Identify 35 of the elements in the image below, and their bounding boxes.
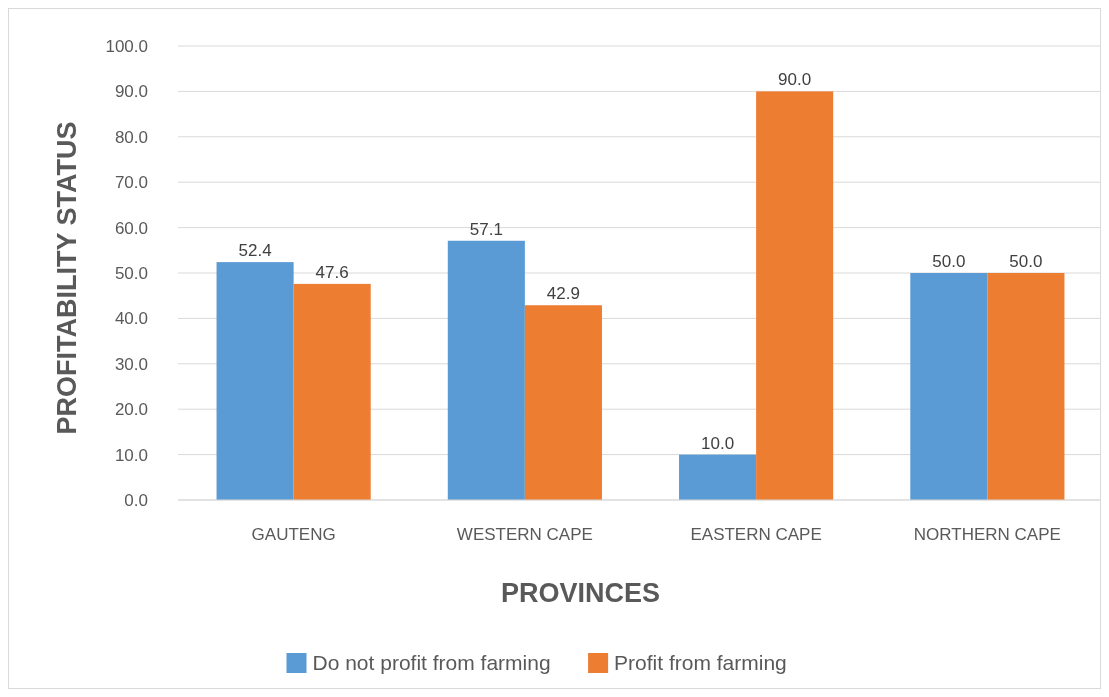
data-label: 47.6 <box>315 262 349 282</box>
x-tick-label: EASTERN CAPE <box>690 525 822 544</box>
y-tick-label: 30.0 <box>114 354 148 374</box>
x-tick-label: NORTHERN CAPE <box>913 525 1061 544</box>
x-tick-label: GAUTENG <box>251 525 336 544</box>
data-label: 52.4 <box>238 241 272 261</box>
x-axis-title: PROVINCES <box>500 578 661 608</box>
bar <box>910 273 988 500</box>
y-tick-label: 20.0 <box>114 400 148 420</box>
data-label: 10.0 <box>701 433 735 453</box>
y-tick-label: 0.0 <box>124 490 148 510</box>
data-label: 50.0 <box>932 252 966 271</box>
legend-label: Profit from farming <box>614 651 787 675</box>
y-tick-label: 40.0 <box>114 309 148 329</box>
data-label: 42.9 <box>546 284 580 304</box>
bar <box>447 240 525 500</box>
data-label: 90.0 <box>778 70 812 90</box>
y-tick-label: 100.0 <box>105 36 148 56</box>
legend-label: Do not profit from farming <box>312 651 551 675</box>
data-label: 57.1 <box>469 219 503 239</box>
bar <box>216 262 294 500</box>
y-tick-label: 50.0 <box>114 263 148 283</box>
y-tick-label: 10.0 <box>114 445 148 465</box>
bar <box>987 273 1065 500</box>
bar <box>293 283 371 500</box>
y-tick-label: 60.0 <box>114 218 148 238</box>
y-tick-label: 80.0 <box>114 127 148 147</box>
bar <box>524 305 602 500</box>
bar <box>756 91 834 500</box>
y-tick-label: 90.0 <box>114 82 148 102</box>
data-label: 50.0 <box>1009 252 1043 271</box>
bar <box>679 454 757 500</box>
y-axis-title: PROFITABILITY STATUS <box>52 121 82 435</box>
y-tick-label: 70.0 <box>114 173 148 193</box>
x-tick-label: WESTERN CAPE <box>456 525 593 544</box>
